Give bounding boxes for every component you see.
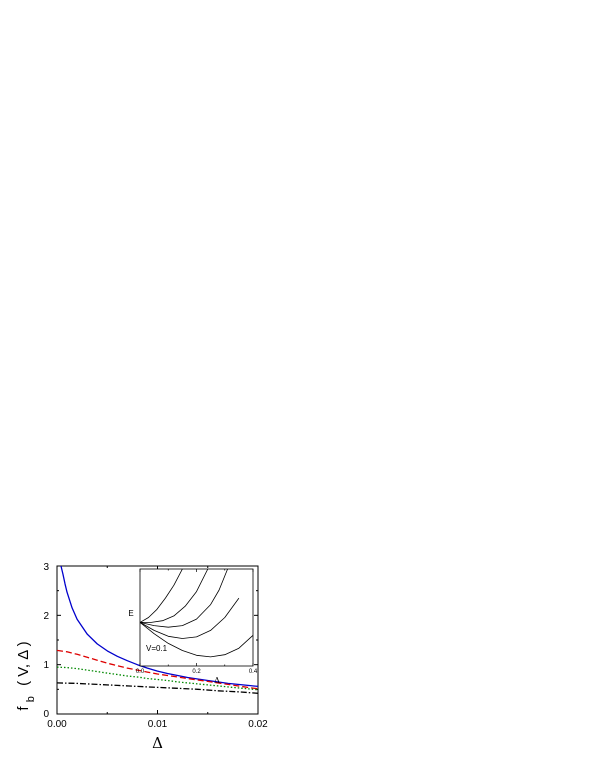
inset-series-line-1	[140, 569, 183, 623]
y-axis-title: f b ( V, Δ )	[15, 641, 38, 710]
main-ticks	[56, 565, 259, 715]
main-series-group	[56, 565, 259, 694]
y-tick-label: 3	[43, 562, 49, 573]
y-tick-label: 0	[43, 709, 49, 720]
inset-series-line-2	[140, 569, 209, 623]
series-line-1	[60, 565, 259, 688]
series-line-4	[56, 682, 259, 694]
series-line-2	[56, 649, 259, 690]
inset-x-tick-label: 0.4	[249, 669, 258, 675]
inset-x-tick-label: 0.2	[192, 669, 201, 675]
x-axis-title: Δ	[152, 734, 163, 752]
inset-y-axis-title: E	[128, 609, 133, 618]
inset-ticks	[139, 569, 254, 666]
x-tick-label: 0.01	[148, 719, 168, 730]
inset-series-line-3	[140, 569, 228, 628]
x-tick-label: 0.00	[47, 719, 67, 730]
inset-x-axis-title: Δ	[214, 676, 220, 685]
inset-annotation: V=0.1	[146, 644, 168, 653]
y-axis-title-f: f	[15, 706, 32, 711]
y-axis-title-subscript: b	[25, 696, 37, 702]
y-axis-title-args: ( V, Δ )	[15, 641, 32, 685]
inset-series-group	[140, 569, 253, 658]
inset-series-line-4	[140, 597, 240, 639]
inset-x-tick-label: 0.0	[136, 669, 145, 675]
inset-plot-frame	[139, 568, 254, 667]
y-tick-label: 2	[43, 611, 49, 622]
y-tick-label: 1	[43, 660, 49, 671]
series-line-3	[56, 666, 259, 691]
svg-text:f b ( V, Δ ): f b ( V, Δ )	[15, 641, 38, 710]
x-tick-label: 0.02	[248, 719, 268, 730]
inset-series-line-5	[140, 622, 253, 658]
